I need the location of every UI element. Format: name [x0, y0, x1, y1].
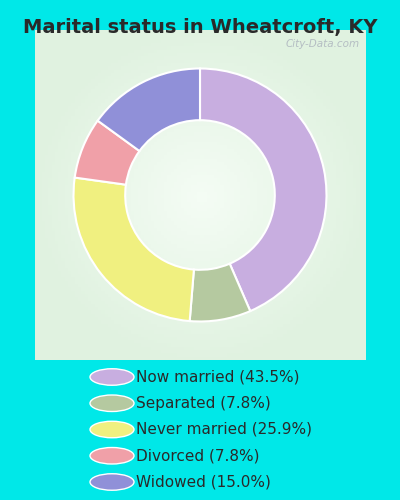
Text: Widowed (15.0%): Widowed (15.0%)	[136, 474, 271, 490]
Circle shape	[90, 369, 134, 385]
Text: Never married (25.9%): Never married (25.9%)	[136, 422, 312, 437]
Text: Divorced (7.8%): Divorced (7.8%)	[136, 448, 260, 463]
Text: City-Data.com: City-Data.com	[285, 39, 360, 49]
Wedge shape	[74, 178, 194, 321]
Text: Now married (43.5%): Now married (43.5%)	[136, 370, 300, 384]
Circle shape	[90, 421, 134, 438]
Wedge shape	[98, 68, 200, 151]
Text: Separated (7.8%): Separated (7.8%)	[136, 396, 271, 411]
Wedge shape	[200, 68, 326, 311]
Circle shape	[90, 448, 134, 464]
Text: Marital status in Wheatcroft, KY: Marital status in Wheatcroft, KY	[23, 18, 377, 36]
Circle shape	[90, 395, 134, 411]
Wedge shape	[190, 264, 250, 322]
Wedge shape	[75, 120, 140, 184]
Circle shape	[90, 474, 134, 490]
